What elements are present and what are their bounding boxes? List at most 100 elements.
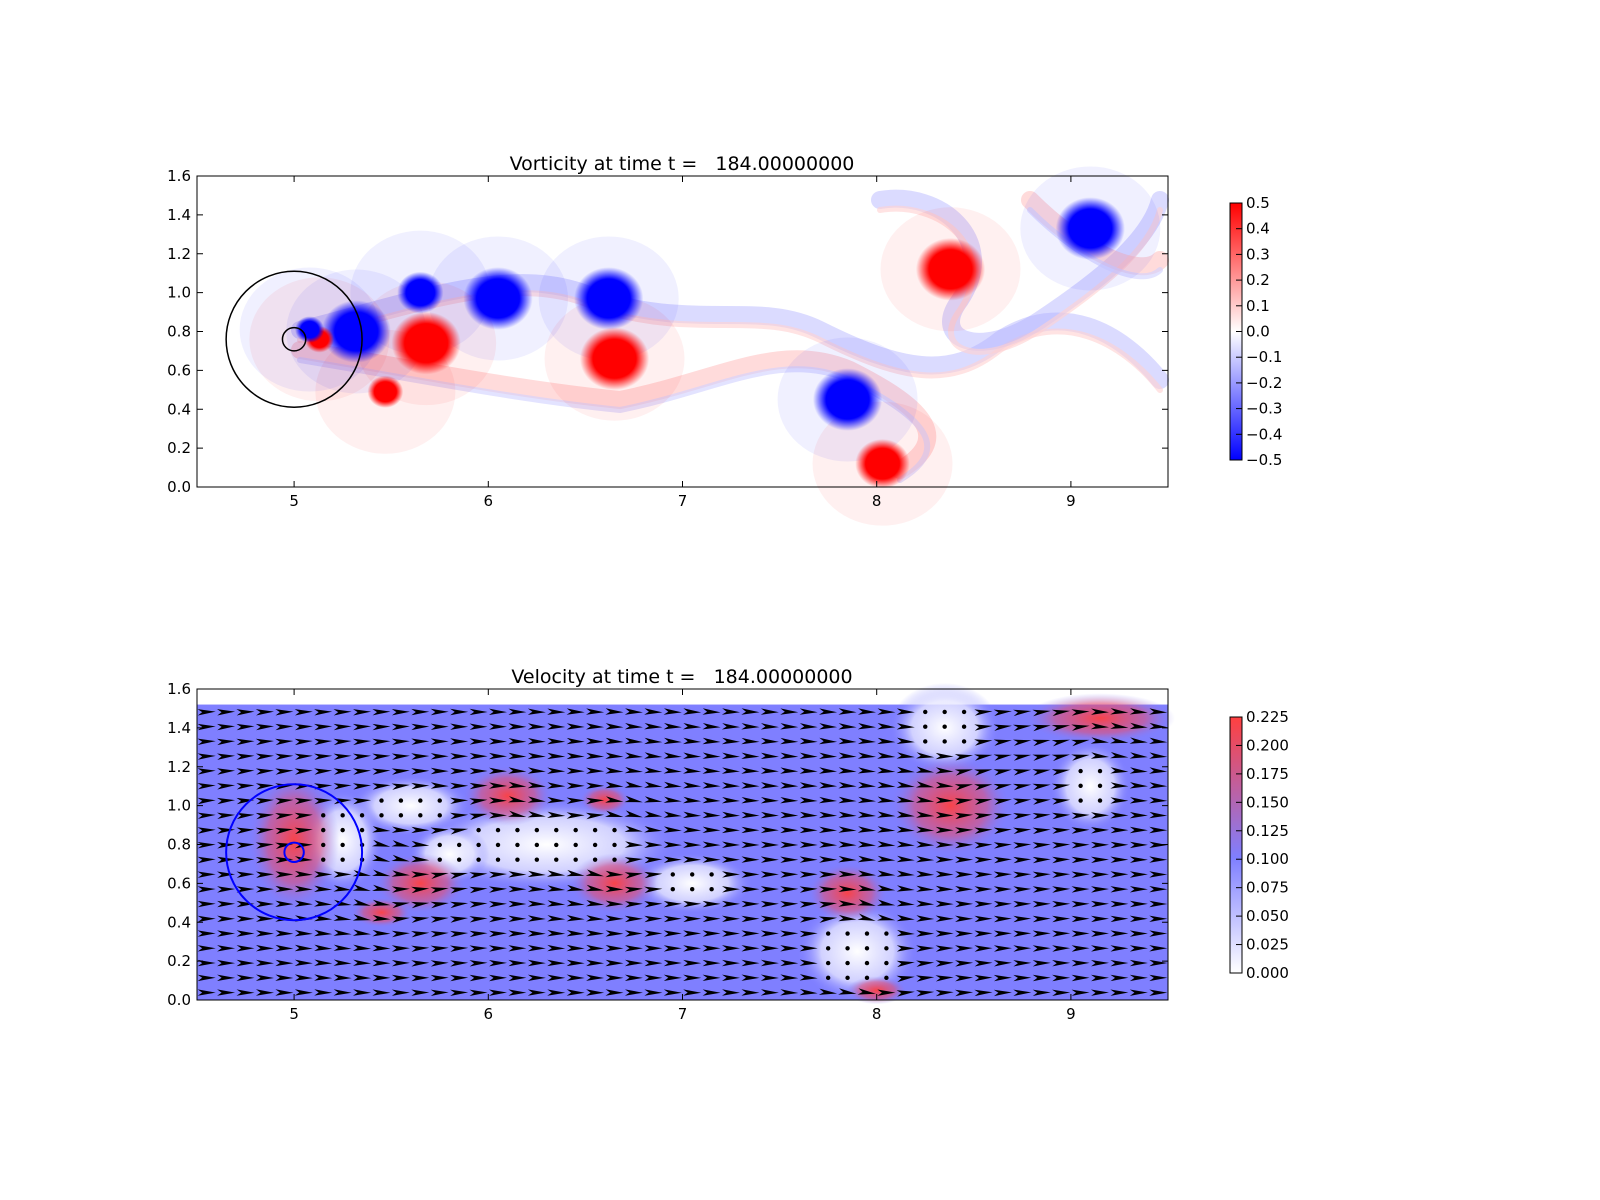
velocity-arrow bbox=[1013, 798, 1032, 805]
velocity-arrow bbox=[799, 841, 818, 848]
velocity-xtick-label: 6 bbox=[484, 1005, 494, 1023]
velocity-arrow bbox=[294, 709, 313, 716]
velocity-arrow bbox=[942, 724, 947, 729]
velocity-arrow bbox=[896, 900, 915, 907]
velocity-arrow bbox=[450, 974, 469, 982]
velocity-arrow bbox=[372, 738, 391, 746]
velocity-arrow bbox=[495, 857, 501, 862]
velocity-arrow bbox=[644, 915, 663, 923]
velocity-arrow bbox=[722, 871, 740, 878]
velocity-arrow bbox=[955, 975, 974, 982]
velocity-arrow bbox=[702, 723, 721, 730]
velocity-arrow bbox=[217, 886, 236, 893]
vorticity-ytick-label: 1.4 bbox=[167, 206, 191, 224]
velocity-arrow bbox=[488, 752, 507, 760]
velocity-arrow bbox=[1129, 812, 1148, 819]
velocity-arrow bbox=[1013, 783, 1032, 791]
velocity-arrow bbox=[838, 826, 857, 833]
velocity-arrow bbox=[1013, 856, 1032, 864]
velocity-arrow bbox=[721, 752, 740, 759]
velocity-arrow bbox=[916, 900, 935, 907]
velocity-arrow bbox=[838, 856, 857, 863]
velocity-arrow bbox=[294, 753, 313, 760]
velocity-arrow bbox=[1032, 798, 1051, 805]
velocity-arrow bbox=[275, 871, 294, 878]
velocity-arrow bbox=[612, 827, 617, 833]
velocity-arrow bbox=[670, 872, 675, 877]
velocity-arrow bbox=[702, 989, 721, 996]
velocity-arrow bbox=[845, 975, 850, 981]
velocity-arrow bbox=[799, 708, 818, 715]
velocity-arrow bbox=[1091, 812, 1109, 819]
velocity-arrow bbox=[391, 783, 410, 790]
velocity-arrow bbox=[799, 752, 818, 759]
velocity-arrow bbox=[1071, 886, 1090, 893]
velocity-arrow bbox=[527, 959, 546, 967]
velocity-arrow bbox=[1129, 722, 1148, 730]
velocity-arrow bbox=[255, 738, 274, 746]
velocity-arrow bbox=[935, 900, 954, 907]
velocity-arrow bbox=[741, 767, 760, 774]
velocity-arrow bbox=[955, 856, 974, 863]
velocity-arrow bbox=[586, 737, 605, 745]
velocity-arrow bbox=[508, 885, 527, 893]
velocity-arrow bbox=[411, 826, 430, 834]
velocity-xtick-label: 7 bbox=[678, 1005, 688, 1023]
velocity-arrow bbox=[321, 827, 326, 833]
velocity-arrow bbox=[488, 886, 507, 893]
velocity-arrow bbox=[372, 944, 391, 952]
velocity-arrow bbox=[495, 842, 501, 848]
velocity-arrow bbox=[722, 989, 740, 996]
velocity-arrow bbox=[845, 931, 850, 936]
velocity-arrow bbox=[391, 768, 410, 775]
velocity-arrow bbox=[217, 930, 236, 937]
velocity-arrow bbox=[760, 723, 779, 730]
velocity-arrow bbox=[819, 886, 838, 893]
velocity-arrow bbox=[1071, 842, 1090, 849]
velocity-arrow bbox=[1149, 900, 1168, 908]
velocity-arrow bbox=[663, 811, 682, 818]
velocity-arrow bbox=[197, 709, 216, 716]
velocity-ytick-label: 0.4 bbox=[167, 913, 191, 931]
velocity-arrow bbox=[702, 945, 721, 952]
velocity-arrow bbox=[275, 900, 294, 907]
velocity-arrow bbox=[1110, 826, 1129, 834]
velocity-arrow bbox=[352, 783, 372, 790]
velocity-arrow bbox=[760, 930, 779, 937]
velocity-arrow bbox=[391, 945, 410, 952]
velocity-arrow bbox=[624, 872, 643, 879]
velocity-arrow bbox=[663, 959, 682, 967]
vorticity-xtick-label: 6 bbox=[484, 492, 494, 510]
velocity-arrow bbox=[877, 989, 896, 996]
velocity-arrow bbox=[1091, 989, 1109, 996]
velocity-arrow bbox=[1149, 752, 1168, 759]
velocity-arrow bbox=[857, 826, 876, 833]
velocity-arrow bbox=[217, 945, 236, 952]
velocity-arrow bbox=[1013, 945, 1032, 952]
velocity-arrow bbox=[799, 871, 818, 878]
velocity-arrow bbox=[993, 784, 1012, 791]
velocity-arrow bbox=[644, 781, 663, 788]
velocity-arrow bbox=[450, 723, 469, 730]
velocity-arrow bbox=[217, 900, 236, 908]
velocity-arrow bbox=[974, 842, 993, 849]
velocity-arrow bbox=[993, 886, 1012, 893]
velocity-arrow bbox=[916, 811, 935, 818]
velocity-arrow bbox=[236, 723, 255, 731]
velocity-arrow bbox=[1071, 974, 1090, 982]
velocity-arrow bbox=[236, 871, 255, 878]
velocity-arrow bbox=[1149, 826, 1168, 834]
velocity-arrow bbox=[527, 885, 546, 892]
velocity-arrow bbox=[760, 797, 779, 804]
velocity-arrow bbox=[508, 989, 527, 996]
velocity-arrow bbox=[1032, 813, 1051, 820]
velocity-arrow bbox=[255, 753, 274, 760]
velocity-arrow bbox=[605, 959, 624, 967]
velocity-arrow bbox=[1032, 930, 1051, 937]
velocity-arrow bbox=[1052, 930, 1071, 937]
velocity-arrow bbox=[411, 708, 430, 716]
velocity-arrow bbox=[469, 798, 488, 805]
velocity-arrow bbox=[838, 796, 857, 804]
velocity-arrow bbox=[624, 723, 643, 730]
velocity-arrow bbox=[508, 871, 527, 878]
